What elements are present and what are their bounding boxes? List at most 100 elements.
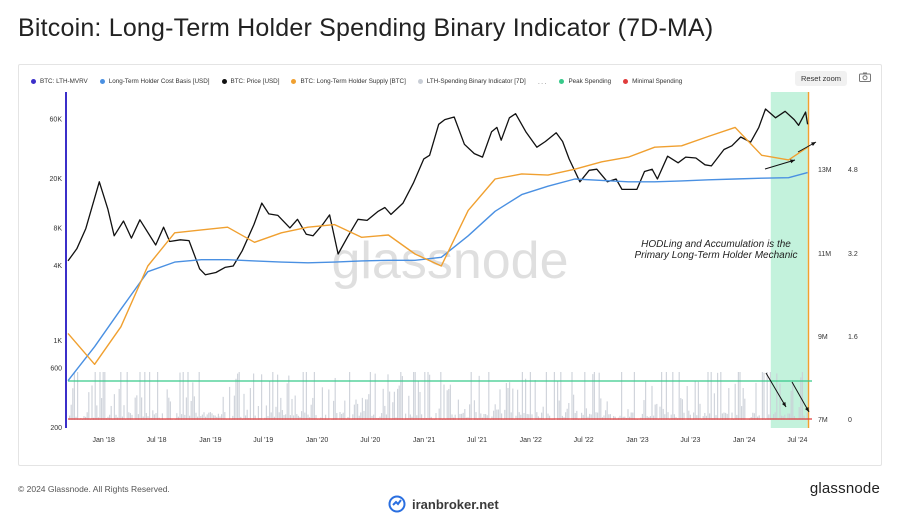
- indicator-bar: [429, 374, 431, 420]
- indicator-bar: [366, 399, 368, 420]
- legend-item-price[interactable]: BTC: Price [USD]: [221, 78, 279, 85]
- indicator-bar: [193, 396, 195, 420]
- indicator-bar: [416, 415, 418, 420]
- camera-icon[interactable]: [859, 72, 871, 82]
- indicator-bar: [373, 414, 375, 420]
- indicator-bar: [496, 409, 498, 420]
- indicator-bar: [342, 412, 344, 420]
- indicator-bar: [313, 372, 315, 420]
- reset-zoom-button[interactable]: Reset zoom: [794, 71, 847, 86]
- indicator-bar: [270, 412, 272, 420]
- indicator-bar: [737, 372, 739, 420]
- indicator-bar: [192, 382, 194, 420]
- site-name: iranbroker.net: [412, 496, 499, 512]
- indicator-bar: [78, 419, 80, 420]
- indicator-bar: [358, 415, 360, 420]
- indicator-bar: [438, 408, 440, 420]
- legend-item-lth-mvrv[interactable]: BTC: LTH-MVRV: [31, 78, 88, 85]
- indicator-bar: [541, 412, 543, 420]
- indicator-bar: [736, 414, 738, 420]
- indicator-bar: [291, 398, 293, 420]
- indicator-bar: [185, 397, 187, 420]
- indicator-bar: [209, 412, 211, 420]
- indicator-bar: [473, 400, 475, 420]
- indicator-bar: [70, 404, 72, 420]
- indicator-bar: [665, 372, 667, 420]
- indicator-bar: [315, 415, 317, 420]
- indicator-bar: [110, 405, 112, 420]
- indicator-bar: [113, 394, 115, 420]
- indicator-bar: [353, 404, 355, 420]
- indicator-bar: [731, 412, 733, 420]
- indicator-bar: [505, 383, 507, 420]
- legend-item-lth-supply[interactable]: BTC: Long-Term Holder Supply [BTC]: [291, 78, 406, 85]
- indicator-bar: [217, 413, 219, 420]
- indicator-bar: [529, 372, 531, 420]
- indicator-bar: [574, 413, 576, 420]
- indicator-bar: [584, 372, 586, 420]
- indicator-bar: [645, 381, 647, 420]
- indicator-bar: [403, 419, 405, 420]
- indicator-bar: [560, 372, 562, 420]
- indicator-bar: [401, 376, 403, 420]
- indicator-bar: [267, 416, 269, 420]
- indicator-bar: [302, 372, 304, 420]
- indicator-bar: [224, 412, 226, 420]
- legend-item-cost-basis[interactable]: Long-Term Holder Cost Basis [USD]: [99, 78, 210, 85]
- indicator-bar: [609, 414, 611, 420]
- legend-dot-icon: [221, 78, 227, 84]
- indicator-bar: [409, 414, 411, 420]
- indicator-bar: [385, 414, 387, 420]
- indicator-bar: [237, 373, 239, 420]
- indicator-bar: [621, 372, 623, 420]
- indicator-bar: [232, 415, 234, 420]
- indicator-bar: [235, 378, 237, 420]
- indicator-bar: [208, 412, 210, 420]
- indicator-bar: [561, 415, 563, 420]
- indicator-bar: [190, 400, 192, 420]
- indicator-bar: [582, 414, 584, 420]
- indicator-bar: [211, 413, 213, 420]
- indicator-bar: [245, 415, 247, 420]
- indicator-bar: [120, 372, 122, 420]
- indicator-bar: [201, 414, 203, 420]
- indicator-bar: [744, 398, 746, 420]
- indicator-bar: [537, 416, 539, 420]
- indicator-bar: [99, 372, 101, 420]
- indicator-bar: [549, 415, 551, 420]
- legend-more-icon[interactable]: ...: [537, 76, 548, 86]
- indicator-bar: [573, 394, 575, 420]
- indicator-bar: [661, 372, 663, 420]
- indicator-tick-label: 3.2: [848, 251, 858, 258]
- indicator-bar: [365, 399, 367, 420]
- indicator-bar: [288, 375, 290, 420]
- legend-label: Peak Spending: [568, 77, 612, 85]
- legend-item-binary-indicator[interactable]: LTH-Spending Binary Indicator [7D]: [417, 78, 526, 85]
- indicator-bar: [558, 400, 560, 420]
- legend-item-minimal-spending[interactable]: Minimal Spending: [623, 78, 682, 85]
- indicator-bar: [243, 393, 245, 420]
- annotation-text: HODLing and Accumulation is the: [641, 239, 791, 250]
- indicator-bar: [254, 415, 256, 420]
- indicator-bar: [390, 419, 392, 420]
- indicator-bar: [801, 372, 803, 420]
- x-tick-label: Jan '22: [520, 437, 542, 444]
- indicator-bar: [277, 374, 279, 420]
- indicator-bar: [419, 391, 421, 420]
- legend-item-peak-spending[interactable]: Peak Spending: [559, 78, 611, 85]
- indicator-bar: [440, 372, 442, 420]
- indicator-bar: [798, 407, 800, 420]
- indicator-bar: [83, 416, 85, 420]
- indicator-bar: [280, 397, 282, 420]
- indicator-bar: [590, 414, 592, 420]
- indicator-bar: [123, 405, 125, 420]
- indicator-bar: [134, 397, 136, 420]
- indicator-bar: [521, 372, 523, 420]
- copyright-text: © 2024 Glassnode. All Rights Reserved.: [18, 484, 170, 494]
- indicator-bar: [333, 400, 335, 420]
- indicator-bar: [384, 405, 386, 420]
- indicator-bar: [693, 412, 695, 420]
- indicator-bar: [673, 414, 675, 420]
- indicator-bar: [139, 372, 141, 420]
- indicator-bar: [769, 372, 771, 420]
